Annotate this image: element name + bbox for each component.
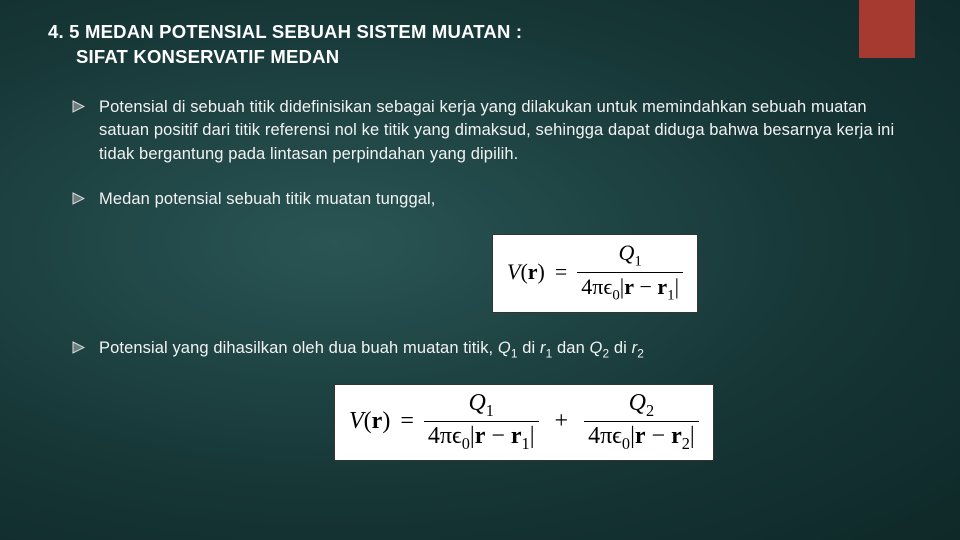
formula-1-wrap: V(r) = Q1 4πϵ0|r − r1|	[492, 234, 900, 313]
slide-header: 4. 5 MEDAN POTENSIAL SEBUAH SISTEM MUATA…	[48, 20, 522, 70]
slide-content: Potensial di sebuah titik didefinisikan …	[72, 96, 900, 461]
header-line-2: SIFAT KONSERVATIF MEDAN	[48, 45, 522, 70]
bullet-text-2: Medan potensial sebuah titik muatan tung…	[99, 188, 435, 211]
f2-lhs: V(r)	[349, 408, 390, 435]
f1-fraction: Q1 4πϵ0|r − r1|	[577, 241, 683, 304]
play-bullet-icon	[72, 100, 85, 118]
f2-frac-2: Q2 4πϵ0|r − r2|	[584, 391, 699, 452]
bullet-item-2: Medan potensial sebuah titik muatan tung…	[72, 188, 900, 211]
play-bullet-icon	[72, 192, 85, 210]
accent-bar	[859, 0, 915, 58]
equals-sign: =	[400, 408, 414, 435]
bullet-item-3: Potensial yang dihasilkan oleh dua buah …	[72, 337, 900, 362]
bullet-item-1: Potensial di sebuah titik didefinisikan …	[72, 96, 900, 166]
header-line-1: 4. 5 MEDAN POTENSIAL SEBUAH SISTEM MUATA…	[48, 20, 522, 45]
play-bullet-icon	[72, 341, 85, 359]
formula-2-wrap: V(r) = Q1 4πϵ0|r − r1| + Q2 4πϵ0|r − r2|	[334, 384, 900, 461]
formula-1: V(r) = Q1 4πϵ0|r − r1|	[492, 234, 698, 313]
bullet-text-1: Potensial di sebuah titik didefinisikan …	[99, 96, 900, 166]
formula-2: V(r) = Q1 4πϵ0|r − r1| + Q2 4πϵ0|r − r2|	[334, 384, 714, 461]
f2-frac-1: Q1 4πϵ0|r − r1|	[424, 391, 539, 452]
plus-sign: +	[549, 408, 575, 435]
equals-sign: =	[555, 259, 567, 285]
f1-lhs: V(r)	[507, 259, 545, 285]
bullet-text-3: Potensial yang dihasilkan oleh dua buah …	[99, 337, 644, 362]
